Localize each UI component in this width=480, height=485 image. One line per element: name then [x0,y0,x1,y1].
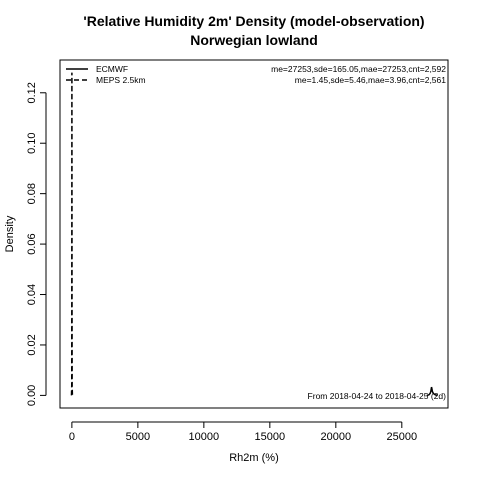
chart-subtitle: Norwegian lowland [190,32,318,48]
y-tick-label: 0.12 [26,82,38,103]
y-axis: 0.00 0.02 0.04 0.06 0.08 0.10 0.12 [26,82,47,406]
x-tick-label: 10000 [189,431,220,443]
y-tick-label: 0.06 [26,233,38,254]
y-tick-label: 0.04 [26,284,38,305]
stats-meps: me=1.45,sde=5.46,mae=3.96,cnt=2,561 [295,75,447,85]
y-tick-label: 0.02 [26,334,38,355]
y-tick-label: 0.10 [26,133,38,154]
x-axis-label: Rh2m (%) [229,452,279,464]
y-tick-label: 0.00 [26,385,38,406]
series-layer [70,72,438,397]
chart-title: 'Relative Humidity 2m' Density (model-ob… [83,13,424,29]
legend-label-ecmwf: ECMWF [96,64,128,74]
series-line-ecmwf [426,386,438,397]
legend-label-meps: MEPS 2.5km [96,75,146,85]
series-line-meps [70,72,74,396]
x-tick-label: 20000 [321,431,352,443]
date-footnote: From 2018-04-24 to 2018-04-25 (2d) [308,391,447,401]
stats-ecmwf: me=27253,sde=165.05,mae=27253,cnt=2,592 [271,64,446,74]
legend: ECMWF MEPS 2.5km [66,64,146,85]
x-tick-label: 0 [69,431,75,443]
plot-frame [59,59,449,409]
y-tick-label: 0.08 [26,183,38,204]
x-axis: 0 5000 10000 15000 20000 25000 [69,421,418,443]
y-axis-label: Density [4,215,16,252]
x-tick-label: 5000 [126,431,150,443]
x-tick-label: 15000 [255,431,286,443]
x-tick-label: 25000 [387,431,418,443]
